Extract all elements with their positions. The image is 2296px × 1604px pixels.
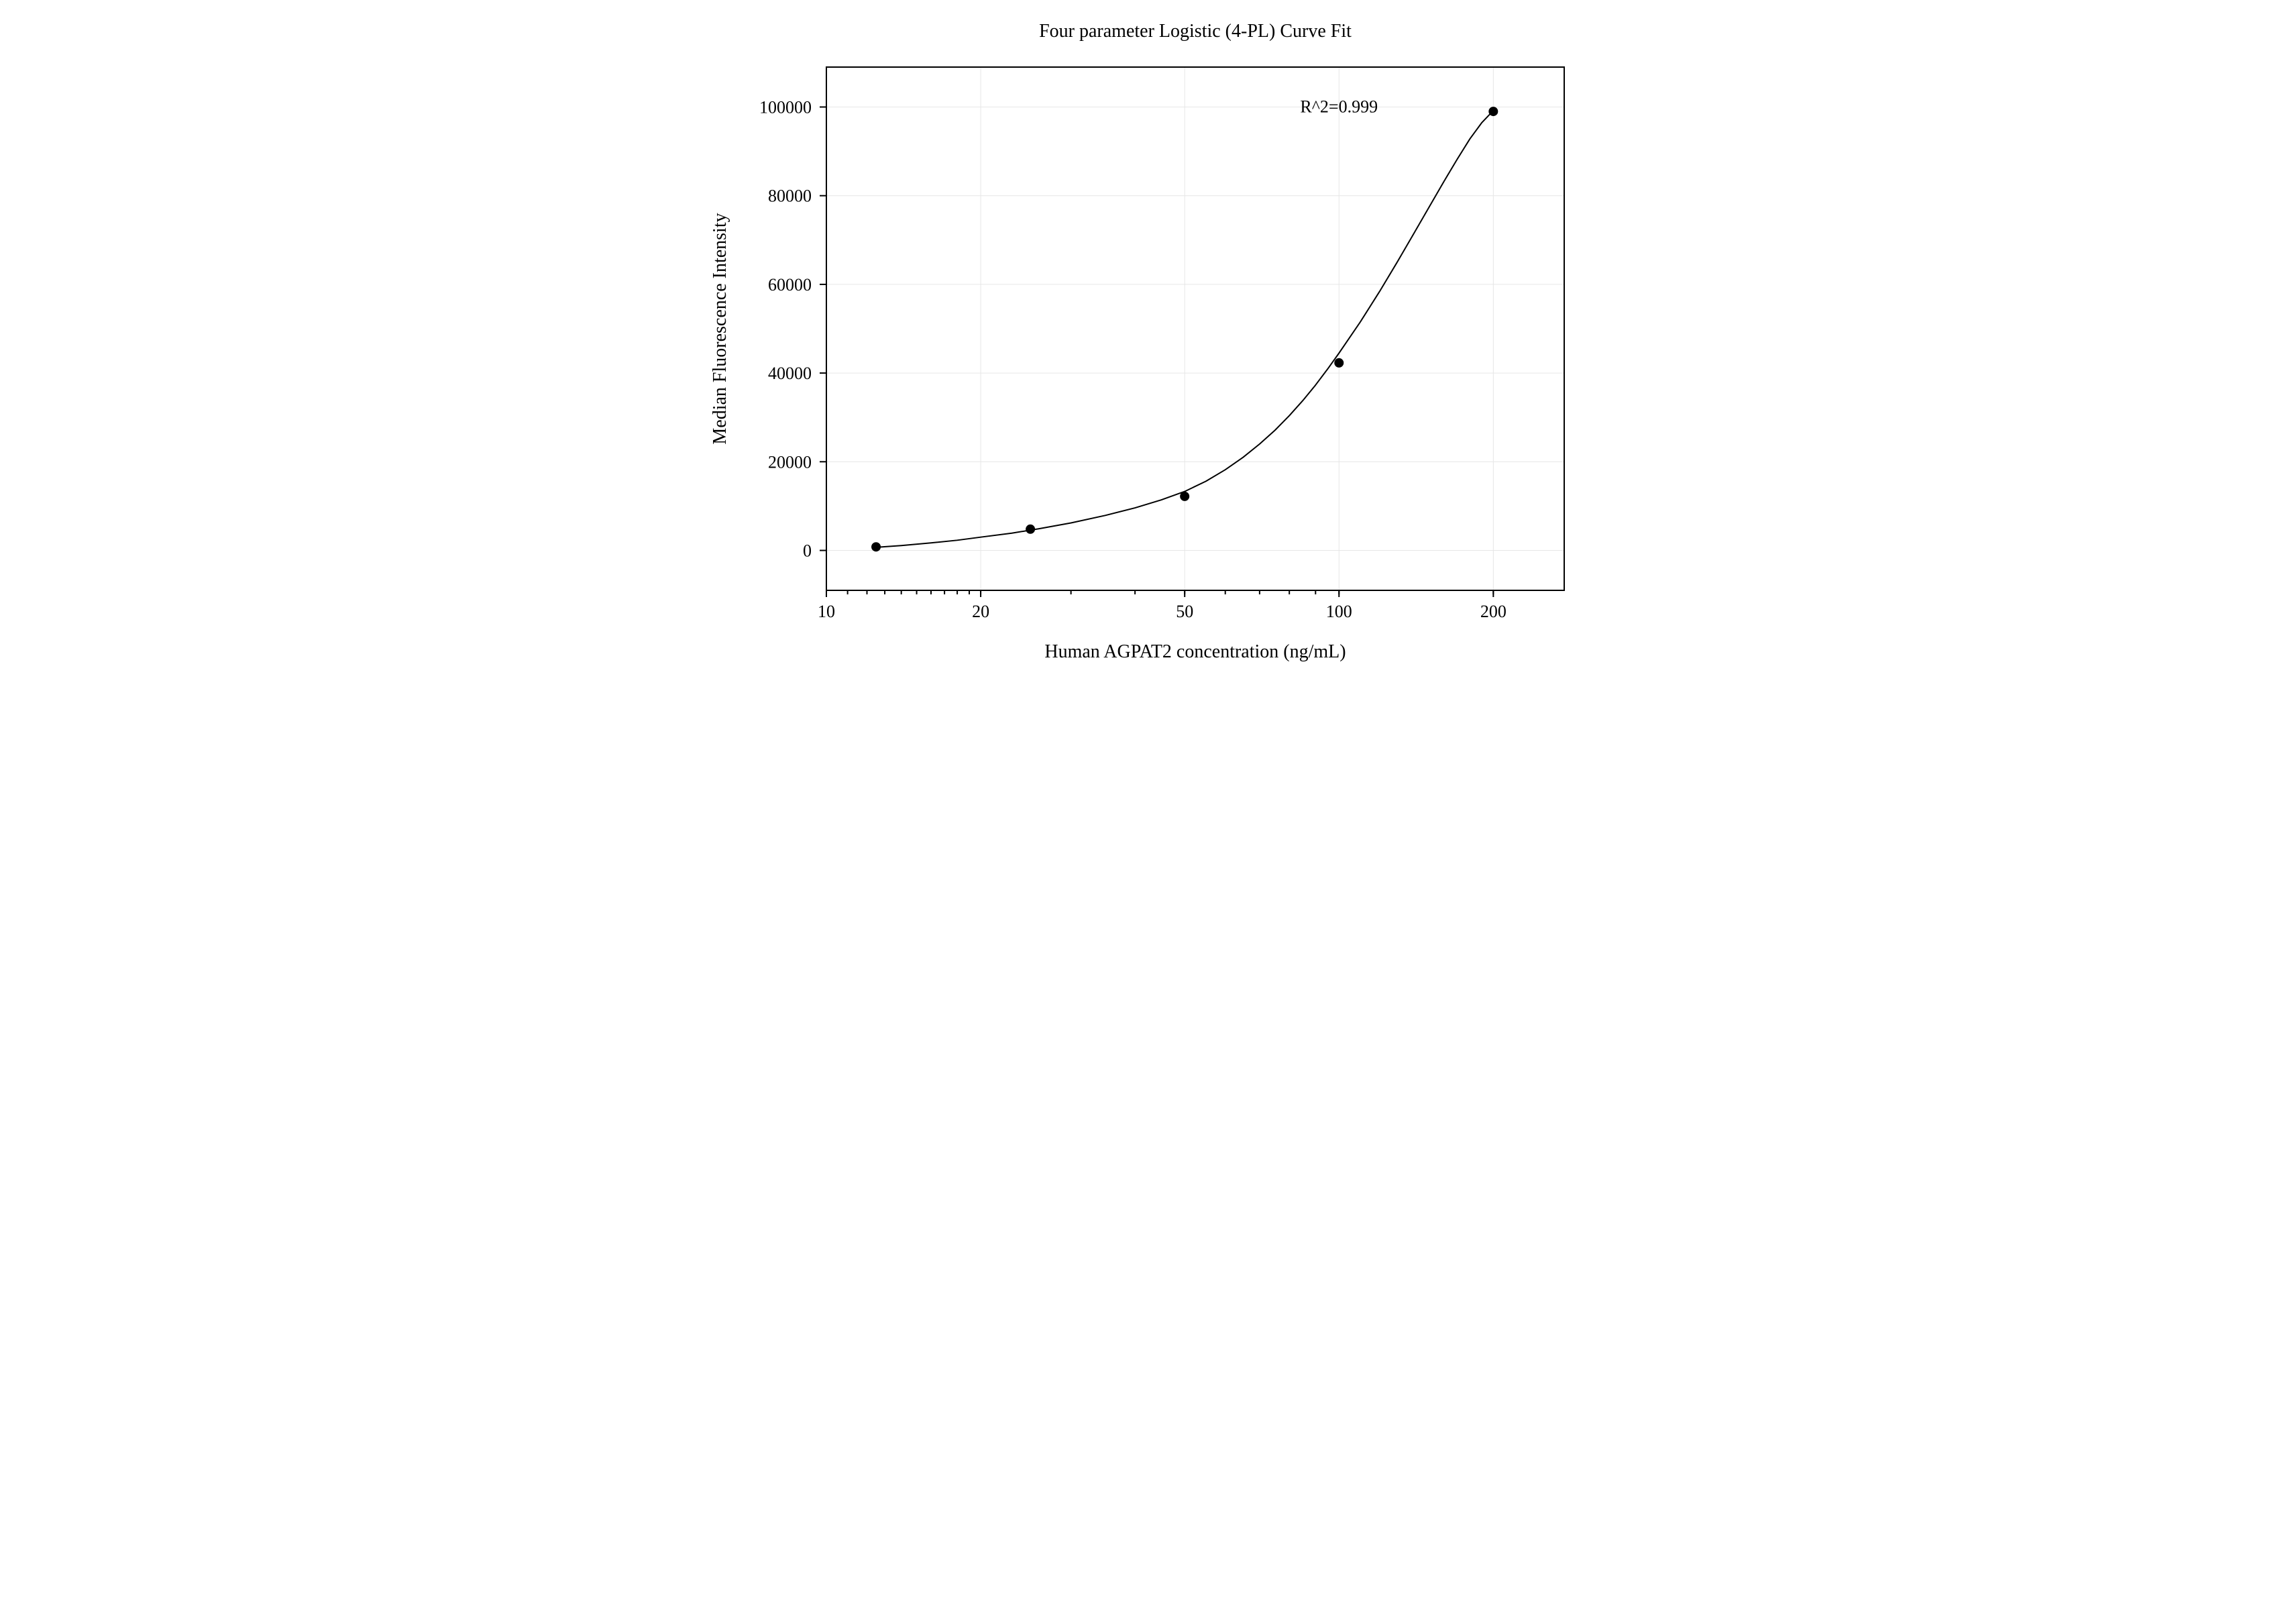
data-point	[1488, 107, 1497, 116]
y-tick-label: 100000	[759, 97, 812, 117]
x-tick-label: 100	[1325, 602, 1352, 621]
y-tick-label: 40000	[768, 364, 812, 383]
chart-title: Four parameter Logistic (4-PL) Curve Fit	[1039, 21, 1352, 42]
y-tick-label: 80000	[768, 186, 812, 206]
x-tick-label: 200	[1480, 602, 1506, 621]
x-tick-label: 20	[972, 602, 989, 621]
chart-container: Four parameter Logistic (4-PL) Curve Fit…	[639, 0, 1658, 722]
r-squared-annotation: R^2=0.999	[1300, 97, 1378, 116]
x-axis-label: Human AGPAT2 concentration (ng/mL)	[1044, 641, 1346, 662]
y-tick-label: 20000	[768, 452, 812, 472]
x-tick-label: 10	[818, 602, 835, 621]
y-tick-label: 0	[803, 541, 812, 561]
data-point	[1026, 525, 1034, 533]
x-tick-label: 50	[1176, 602, 1193, 621]
data-point	[871, 543, 880, 551]
data-point	[1180, 492, 1189, 500]
y-tick-label: 60000	[768, 275, 812, 295]
data-point	[1334, 358, 1343, 367]
y-axis-label: Median Fluorescence Intensity	[710, 213, 730, 444]
chart-svg: Four parameter Logistic (4-PL) Curve Fit…	[639, 0, 1658, 722]
